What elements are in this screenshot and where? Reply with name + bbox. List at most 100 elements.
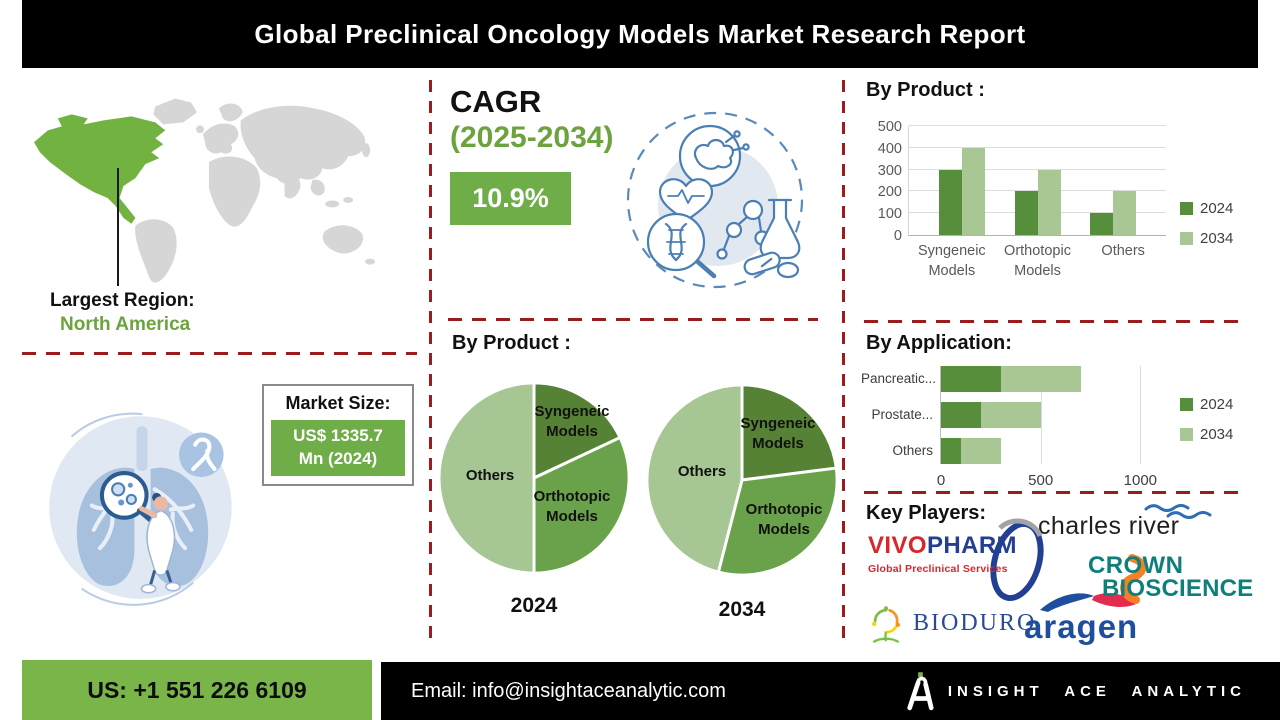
y-tick-100: 100 xyxy=(877,206,902,223)
crown-line1: CROWN xyxy=(1088,552,1184,579)
row-label-Prostate...: Prostate... xyxy=(871,407,933,422)
medical-circle-svg xyxy=(626,111,804,289)
bar-segment-2034-Others xyxy=(960,438,1001,464)
y-tick-200: 200 xyxy=(877,184,902,201)
bar-rows: Pancreatic... Prostate... Others xyxy=(861,366,1240,464)
map-india xyxy=(284,174,301,199)
dna-magnifier-handle xyxy=(695,259,717,279)
medical-circle-illustration xyxy=(616,106,814,294)
bioduro-logo: BIODURO xyxy=(866,600,1036,646)
vertical-divider-right xyxy=(842,80,845,640)
trachea xyxy=(136,426,148,472)
pie-caption-2034: 2034 xyxy=(718,598,766,621)
pie-2034-label-syngeneic: Syngeneic Models xyxy=(740,415,816,452)
gridline-1000 xyxy=(1140,366,1142,464)
molecule-node-large xyxy=(742,199,764,221)
footer-phone: US: +1 551 226 6109 xyxy=(87,676,307,703)
map-se-asia xyxy=(310,179,325,196)
legend-swatch-2034 xyxy=(1180,232,1193,245)
bar-group-Others xyxy=(1090,126,1137,235)
cagr-value-badge: 10.9% xyxy=(450,172,571,225)
vivopharm-word-pharm: PHARM xyxy=(926,532,1017,559)
crown-line2: BIOSCIENCE xyxy=(1102,575,1254,602)
footer-phone-box: US: +1 551 226 6109 xyxy=(22,660,372,720)
pie-slice-Others xyxy=(645,383,744,574)
gridline-500 xyxy=(909,125,1166,126)
region-pointer-line xyxy=(117,168,119,286)
map-north-america-highlight xyxy=(33,114,166,224)
x-tick-0: 0 xyxy=(936,472,946,489)
vivopharm-word-vivo: VIVO xyxy=(868,532,927,559)
scientist-figure xyxy=(138,492,181,594)
bar-segment-2024-Prostate... xyxy=(941,402,981,428)
brain-node-1 xyxy=(733,130,741,138)
magnifier-glass xyxy=(99,471,149,520)
legend-label-2034: 2034 xyxy=(1200,230,1234,247)
bar-row-Others: Others xyxy=(892,438,1240,464)
category-label-Orthotopic Models: Orthotopic Models xyxy=(1004,243,1071,279)
legend-label-2034: 2034 xyxy=(1200,426,1234,443)
x-tick-500: 500 xyxy=(1028,472,1054,489)
pie-slice-Orthotopic Models xyxy=(532,436,631,575)
map-africa xyxy=(208,156,261,227)
brain-icon xyxy=(693,138,734,170)
footer-bar: Email: info@insightaceanalytic.com INSIG… xyxy=(381,662,1280,720)
lungs-illustration-svg xyxy=(49,412,232,606)
molecule-node-small xyxy=(716,248,728,260)
market-size-line2: Mn (2024) xyxy=(298,448,378,468)
bar-segment-2024-Others xyxy=(941,438,961,464)
pie-2024-label-orthotopic: Orthotopic Models xyxy=(533,488,611,525)
bar-segment-2024-Pancreatic... xyxy=(941,366,1001,392)
category-label-Syngeneic Models: Syngeneic Models xyxy=(917,243,986,279)
brain-node-2 xyxy=(742,143,750,151)
bar-groups xyxy=(909,126,1166,235)
bar-group-Orthotopic Models xyxy=(1014,126,1061,235)
aragen-swoosh-icon xyxy=(1040,593,1136,612)
pie-slice-Syngeneic Models xyxy=(740,383,838,482)
horizontal-divider-right-2 xyxy=(864,491,1246,494)
title-bar: Global Preclinical Oncology Models Marke… xyxy=(22,0,1258,68)
pie-chart-2034 xyxy=(645,383,839,577)
y-tick-300: 300 xyxy=(877,162,902,179)
ecg-line xyxy=(667,189,705,204)
dashed-circle xyxy=(626,111,804,289)
legend-label-2024: 2024 xyxy=(1200,396,1234,413)
legend-swatch-2034 xyxy=(1180,428,1193,441)
pie-slice-Syngeneic Models xyxy=(532,381,622,480)
pie-chart-2024 xyxy=(437,381,631,575)
bar-2024-Others xyxy=(1090,213,1114,235)
map-new-zealand xyxy=(365,258,376,265)
page-title: Global Preclinical Oncology Models Marke… xyxy=(254,18,1026,49)
lungs-illustration xyxy=(40,396,245,611)
map-australia xyxy=(322,225,364,254)
legend-entry-2024: 2024 xyxy=(1180,200,1233,217)
pie-2024-label-others: Others xyxy=(465,467,515,484)
legend-swatch-2024 xyxy=(1180,202,1193,215)
world-map xyxy=(28,86,386,294)
pie-slice-Others xyxy=(437,381,536,575)
world-map-svg xyxy=(33,98,376,283)
market-size-label: Market Size: xyxy=(285,393,391,413)
bar-2024-Syngeneic Models xyxy=(938,169,962,235)
map-europe xyxy=(203,123,239,154)
molecule-node-mid xyxy=(725,221,743,239)
map-asia xyxy=(240,105,366,185)
bar-segment-2034-Prostate... xyxy=(980,402,1041,428)
insight-ace-logo-icon xyxy=(907,672,934,711)
bioduro-tree-icon xyxy=(872,606,900,644)
bar-row-Pancreatic...: Pancreatic... xyxy=(861,366,1240,392)
insight-ace-wordmark: INSIGHT ACE ANALYTIC xyxy=(947,682,1246,700)
footer-brand: INSIGHT ACE ANALYTIC xyxy=(905,671,1246,711)
pie-2024-label-syngeneic: Syngeneic Models xyxy=(534,403,610,440)
brain-molecule-sticks xyxy=(724,134,745,152)
gridline-300 xyxy=(909,168,1166,170)
cagr-period: (2025-2034) xyxy=(450,121,614,154)
y-tick-400: 400 xyxy=(877,140,902,157)
charles-river-waves-icon xyxy=(1144,504,1212,519)
gridline-400 xyxy=(909,146,1166,148)
crown-orange-swirl-icon xyxy=(1120,554,1147,604)
horizontal-divider-right-1 xyxy=(864,320,1246,323)
cells-in-magnifier xyxy=(111,482,137,506)
key-players-label: Key Players: xyxy=(866,502,987,524)
